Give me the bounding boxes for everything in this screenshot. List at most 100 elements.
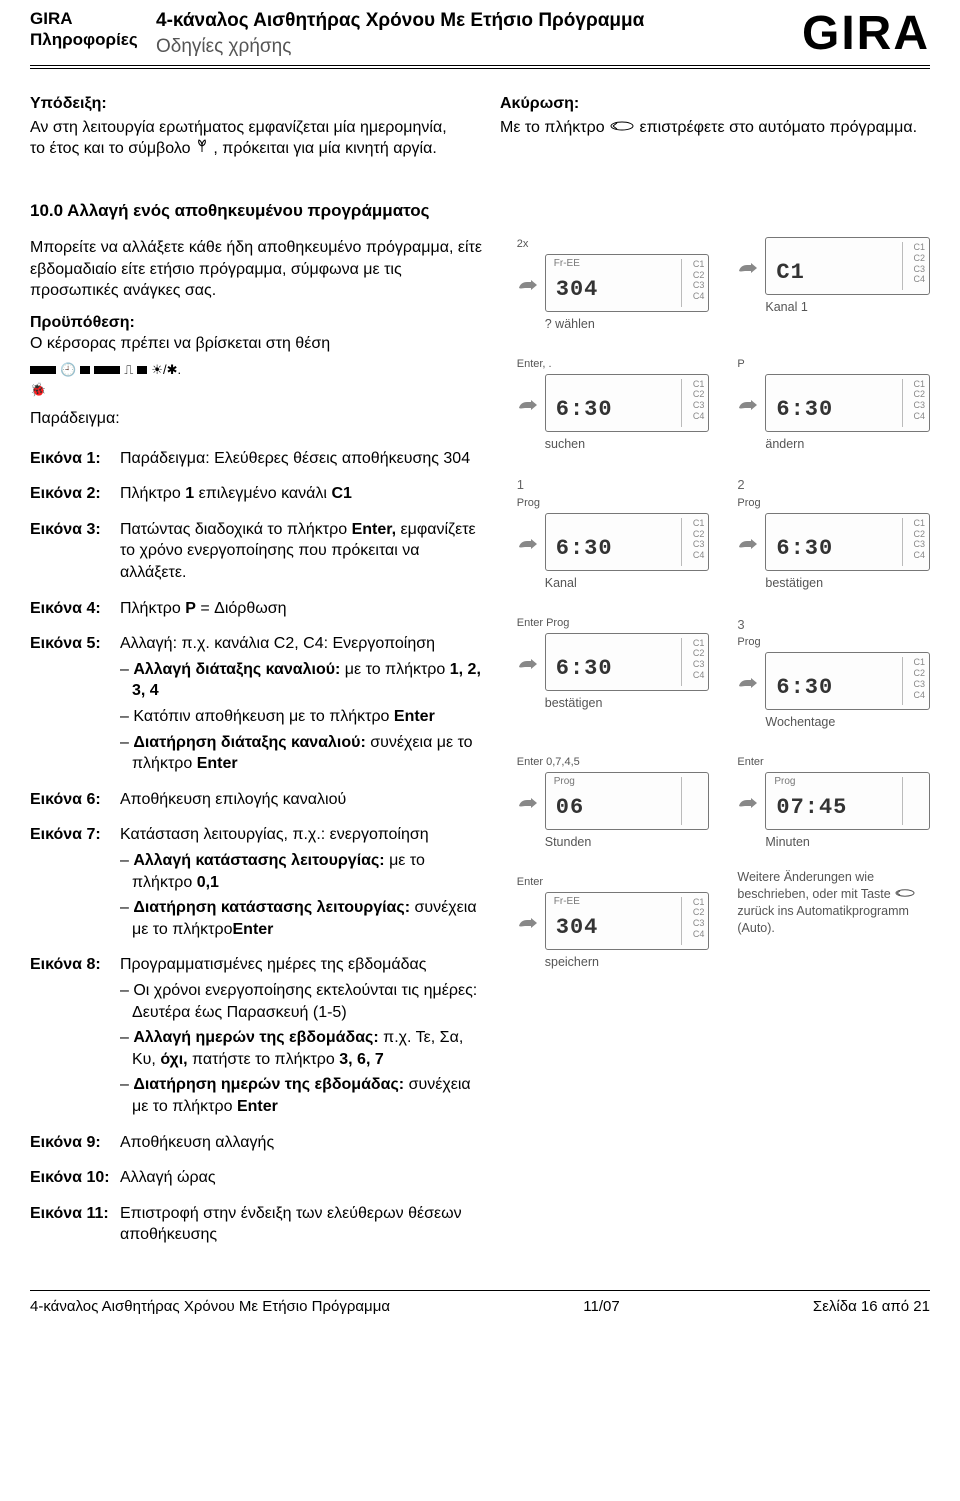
- panel-top-label: 2x: [517, 237, 710, 252]
- figure-label: Εικόνα 4:: [30, 598, 112, 620]
- figure-label: Εικόνα 3:: [30, 519, 112, 584]
- lcd-screen: 6:30C1C2C3C4: [545, 374, 710, 432]
- panel-row: Fr-EE304C1C2C3C4: [517, 892, 710, 954]
- lcd-screen: 6:30 C1C2C3C4: [765, 513, 930, 571]
- lcd-main-value: C1: [776, 258, 804, 288]
- lcd-screen: Prog06: [545, 772, 710, 830]
- figure-desc-first: Πλήκτρο P = Διόρθωση: [120, 598, 487, 620]
- lcd-main-value: 6:30: [556, 395, 613, 425]
- lcd-main-value: 06: [556, 793, 584, 823]
- figure-desc-first: Αποθήκευση επιλογής καναλιού: [120, 789, 487, 811]
- lcd-panel: Enter, .6:30C1C2C3C4suchen: [517, 357, 710, 453]
- figure-row: Εικόνα 9:Αποθήκευση αλλαγής: [30, 1132, 487, 1154]
- lcd-panel: C1 C1C2C3C4 Kanal 1: [737, 237, 930, 333]
- lcd-main-value: 07:45: [776, 793, 847, 823]
- hand-icon: [737, 676, 759, 690]
- figure-desc: Πλήκτρο P = Διόρθωση: [120, 598, 487, 620]
- lcd-side-labels: C1C2C3C4: [693, 518, 705, 561]
- figure-desc-sub: Κατόπιν αποθήκευση με το πλήκτρο Enter: [120, 706, 487, 728]
- figure-label: Εικόνα 2:: [30, 483, 112, 505]
- brand-block: GIRA Πληροφορίες: [30, 8, 150, 51]
- lcd-main-value: 304: [556, 913, 599, 943]
- lcd-screen: 6:30C1C2C3C4: [765, 652, 930, 710]
- lcd-main-value: 6:30: [776, 534, 833, 564]
- panel-row: 6:30C1C2C3C4: [517, 633, 710, 695]
- intro-para: Μπορείτε να αλλάξετε κάθε ήδη αποθηκευμέ…: [30, 237, 487, 302]
- hand-icon: [737, 796, 759, 810]
- figure-desc: Πατώντας διαδοχικά το πλήκτρο Enter, εμφ…: [120, 519, 487, 584]
- panel-top-label: Enter, .: [517, 357, 710, 372]
- figure-desc-sub: Διατήρηση ημερών της εβδομάδας: συνέχεια…: [120, 1074, 487, 1117]
- return-icon: [894, 886, 916, 903]
- lcd-side-labels: C1C2C3C4: [913, 518, 925, 561]
- panel-row: 6:30C1C2C3C4: [737, 652, 930, 714]
- lcd-screen: Fr-EE304C1C2C3C4: [545, 892, 710, 950]
- lcd-main-value: 6:30: [556, 654, 613, 684]
- cancel-text: Με το πλήκτρο επιστρέφετε στο αυτόματο π…: [500, 117, 930, 139]
- hand-icon: [517, 916, 539, 930]
- lcd-panels: 2xFr-EE304C1C2C3C4? wählenC1C1C2C3C4Kana…: [517, 237, 930, 970]
- panel-row: 6:30C1C2C3C4: [517, 513, 710, 575]
- panel-row: Prog07:45: [737, 772, 930, 834]
- bug-icon: 🐞: [30, 381, 46, 399]
- figure-desc: Παράδειγμα: Ελεύθερες θέσεις αποθήκευσης…: [120, 448, 487, 470]
- lcd-main-value: 304: [556, 275, 599, 305]
- figure-desc-first: Παράδειγμα: Ελεύθερες θέσεις αποθήκευσης…: [120, 448, 487, 470]
- lcd-screen: 6:30C1C2C3C4: [765, 374, 930, 432]
- cancel-lead: Ακύρωση:: [500, 93, 930, 115]
- panel-top-label: Prog: [517, 496, 710, 511]
- section-heading: 10.0 Αλλαγή ενός αποθηκευμένου προγράμμα…: [30, 200, 930, 223]
- sun-icon: ☀/✱.: [151, 361, 181, 379]
- lcd-top-text: Fr-EE: [554, 895, 580, 909]
- panel-caption: ändern: [765, 436, 930, 453]
- marker-block: [94, 366, 120, 374]
- figure-desc: Πλήκτρο 1 επιλεγμένο κανάλι C1: [120, 483, 487, 505]
- panel-number: 3: [737, 616, 930, 634]
- panel-row: C1 C1C2C3C4: [737, 237, 930, 299]
- figure-row: Εικόνα 11:Επιστροφή στην ένδειξη των ελε…: [30, 1203, 487, 1246]
- figure-desc-first: Προγραμματισμένες ημέρες της εβδομάδας: [120, 954, 487, 976]
- prereq: Προϋπόθεση: Ο κέρσορας πρέπει να βρίσκετ…: [30, 312, 487, 355]
- figure-desc-first: Αποθήκευση αλλαγής: [120, 1132, 487, 1154]
- end-note: Weitere Änderungen wie beschrieben, oder…: [737, 869, 930, 971]
- panel-caption: Stunden: [545, 834, 710, 851]
- lcd-panel: 3Prog6:30C1C2C3C4Wochentage: [737, 616, 930, 731]
- figure-desc-sub: Αλλαγή κατάστασης λειτουργίας: με το πλή…: [120, 850, 487, 893]
- lcd-panel: 2Prog6:30C1C2C3C4bestätigen: [737, 476, 930, 591]
- lcd-panel: EnterProg07:45Minuten: [737, 755, 930, 851]
- lcd-side-labels: C1C2C3C4: [693, 259, 705, 302]
- footer-right: Σελίδα 16 από 21: [813, 1297, 930, 1317]
- figure-desc-first: Πατώντας διαδοχικά το πλήκτρο Enter, εμφ…: [120, 519, 487, 584]
- panel-top-label: Prog: [737, 496, 930, 511]
- lcd-panel: Enter Prog6:30C1C2C3C4bestätigen: [517, 616, 710, 731]
- lcd-side-labels: C1C2C3C4: [913, 242, 925, 285]
- panel-top-label: Enter 0,7,4,5: [517, 755, 710, 770]
- text-column: Μπορείτε να αλλάξετε κάθε ήδη αποθηκευμέ…: [30, 237, 487, 1260]
- figure-label: Εικόνα 1:: [30, 448, 112, 470]
- footer-mid: 11/07: [583, 1297, 619, 1317]
- panel-row: 6:30C1C2C3C4: [737, 374, 930, 436]
- hint-lead: Υπόδειξη:: [30, 93, 460, 115]
- figure-row: Εικόνα 5: Αλλαγή: π.χ. κανάλια C2, C4: Εν…: [30, 633, 487, 775]
- hand-icon: [517, 278, 539, 292]
- panel-caption: Kanal 1: [765, 299, 930, 316]
- lcd-top-text: Fr-EE: [554, 257, 580, 271]
- lcd-panel: 1Prog6:30C1C2C3C4Kanal: [517, 476, 710, 591]
- figure-desc-first: Επιστροφή στην ένδειξη των ελεύθερων θέσ…: [120, 1203, 487, 1246]
- figure-label: Εικόνα 5:: [30, 633, 112, 775]
- figure-desc-first: Αλλαγή: π.χ. κανάλια C2, C4: Ενεργοποίησ…: [120, 633, 487, 655]
- figure-row: Εικόνα 2: Πλήκτρο 1 επιλεγμένο κανάλι C1: [30, 483, 487, 505]
- figure-row: Εικόνα 7:Κατάσταση λειτουργίας, π.χ.: εν…: [30, 824, 487, 940]
- figure-desc-first: Πλήκτρο 1 επιλεγμένο κανάλι C1: [120, 483, 487, 505]
- figure-desc-sub: Διατήρηση κατάστασης λειτουργίας: συνέχε…: [120, 897, 487, 940]
- hand-icon: [737, 537, 759, 551]
- lcd-panel: 2xFr-EE304C1C2C3C4? wählen: [517, 237, 710, 333]
- figure-row: Εικόνα 8:Προγραμματισμένες ημέρες της εβ…: [30, 954, 487, 1117]
- panel-row: 6:30C1C2C3C4: [517, 374, 710, 436]
- intro-columns: Υπόδειξη: Αν στη λειτουργία ερωτήματος ε…: [30, 93, 930, 162]
- cursor-markers: 🕘 ⎍ ☀/✱.: [30, 361, 487, 379]
- panel-top-label: Prog: [737, 635, 930, 650]
- figure-desc: Προγραμματισμένες ημέρες της εβδομάδαςΟι…: [120, 954, 487, 1117]
- figure-desc: Επιστροφή στην ένδειξη των ελεύθερων θέσ…: [120, 1203, 487, 1246]
- marker-block: [80, 366, 90, 374]
